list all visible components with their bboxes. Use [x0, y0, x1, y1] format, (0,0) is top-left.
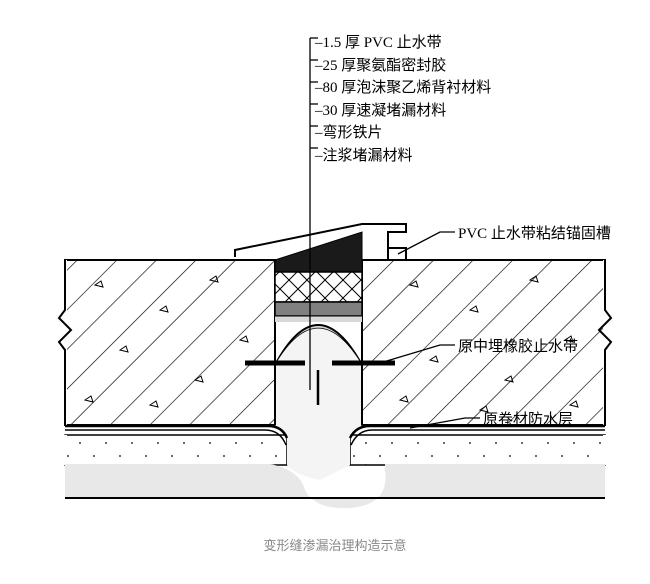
left-slab [59, 260, 275, 425]
label-grouting: –注浆堵漏材料 [315, 145, 491, 168]
label-curved-iron: –弯形铁片 [315, 122, 491, 145]
label-pu-sealant: –25 厚聚氨酯密封胶 [315, 55, 491, 78]
figure-caption: 变形缝渗漏治理构造示意 [10, 535, 650, 554]
label-quickset: –30 厚速凝堵漏材料 [315, 100, 491, 123]
label-orig-waterstop: 原中埋橡胶止水带 [458, 335, 578, 356]
label-pvc-strip: –1.5 厚 PVC 止水带 [315, 32, 491, 55]
label-foam-back: –80 厚泡沫聚乙烯背衬材料 [315, 77, 491, 100]
lower-band-left [65, 435, 287, 465]
label-orig-membrane: 原卷材防水层 [483, 408, 573, 429]
top-label-list: –1.5 厚 PVC 止水带 –25 厚聚氨酯密封胶 –80 厚泡沫聚乙烯背衬材… [315, 32, 491, 167]
label-anchor-slot: PVC 止水带粘结锚固槽 [458, 222, 611, 243]
lower-band-right [350, 435, 605, 465]
